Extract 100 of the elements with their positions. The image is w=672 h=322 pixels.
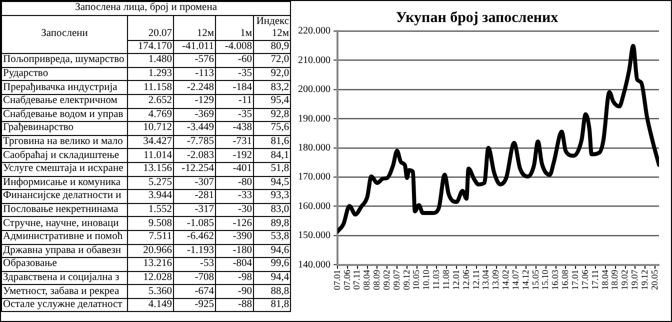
text: 88,8 [254, 284, 291, 298]
text: 1м [216, 15, 254, 40]
text: 83,0 [254, 203, 291, 217]
text: 13.216 [128, 258, 174, 272]
text: -674 [174, 284, 216, 298]
text: -192 [216, 148, 254, 162]
text: Финансијске делатности и [2, 190, 128, 204]
text: Запослена лица, број и промена [2, 2, 291, 16]
text: -184 [216, 80, 254, 94]
text: Образовање [2, 258, 128, 272]
x-tick-label: 10.10 [421, 269, 432, 290]
text: Услуге смештаја и исхране [2, 162, 128, 176]
text: 5.360 [128, 284, 174, 298]
x-tick-label: 12.11 [470, 270, 481, 290]
text: 80,9 [254, 40, 291, 54]
text: 95,4 [254, 94, 291, 108]
text: -281 [174, 190, 216, 204]
x-tick-label: 14.07 [510, 269, 520, 290]
text: 11.014 [128, 148, 174, 162]
text: -129 [174, 94, 216, 108]
text: 81,6 [254, 135, 291, 149]
text: -53 [174, 258, 216, 272]
x-tick-label: 16.08 [560, 269, 570, 290]
x-tick-label: 07.11 [352, 270, 362, 290]
x-tick-label: 08.04 [362, 269, 372, 290]
text: 3.944 [128, 190, 174, 204]
text: 72,0 [254, 54, 291, 68]
text: Запослени [2, 15, 128, 54]
text: 84,1 [254, 148, 291, 162]
x-tick-label: 17.11 [590, 270, 600, 290]
text: 12.028 [128, 271, 174, 285]
text: Административне и помоћ [2, 230, 128, 244]
text: -438 [216, 122, 254, 136]
text: 51,8 [254, 162, 291, 176]
text: Снабдевање водом и управ [2, 108, 128, 122]
text: Саобраћај и складиштење [2, 148, 128, 162]
text: Рударство [2, 67, 128, 81]
text: -1.085 [174, 216, 216, 230]
text: Пољопривреда, шумарство [2, 54, 128, 68]
text: -390 [216, 230, 254, 244]
text: Прерађивачка индустрија [2, 80, 128, 94]
text: -2.248 [174, 80, 216, 94]
x-tick-label: 11.08 [441, 269, 452, 290]
text: 1.293 [128, 67, 174, 81]
text: 10.712 [128, 122, 174, 136]
x-tick-label: 15.05 [530, 269, 540, 290]
text: -369 [174, 108, 216, 122]
x-tick-label: 07.06 [342, 269, 352, 290]
text: 53,8 [254, 230, 291, 244]
y-tick-label: 180.000 [298, 142, 330, 154]
text: 11.158 [128, 80, 174, 94]
text: -88 [216, 298, 254, 312]
text: -35 [216, 67, 254, 81]
text: -90 [216, 284, 254, 298]
text: -925 [174, 298, 216, 312]
x-tick-label: 19.02 [620, 270, 630, 290]
text: Стручне, научне, иноваци [2, 216, 128, 230]
x-tick-label: 18.09 [610, 269, 620, 290]
x-tick-label: 15.10 [540, 269, 550, 290]
text: 99,6 [254, 258, 291, 272]
text: -307 [174, 176, 216, 190]
text: Уметност, забава и рекреа [2, 284, 128, 298]
x-tick-label: 17.06 [580, 269, 590, 290]
y-tick-label: 220.000 [298, 26, 330, 37]
text: -4.008 [216, 40, 254, 54]
text: -35 [216, 108, 254, 122]
text: 94,5 [254, 176, 291, 190]
chart-title: Укупан број запослених [396, 10, 559, 26]
x-tick-label: 16.03 [550, 269, 560, 290]
text: -33 [216, 190, 254, 204]
text: Здравствена и социјална з [2, 271, 128, 285]
text: 94,6 [254, 244, 291, 258]
x-tick-label: 14.12 [520, 270, 530, 290]
text: -60 [216, 54, 254, 68]
text: -11 [216, 94, 254, 108]
y-tick-label: 200.000 [298, 84, 330, 96]
x-tick-label: 09.07 [391, 269, 402, 290]
x-tick-label: 19.07 [630, 269, 640, 290]
text: 34.427 [128, 135, 174, 149]
x-tick-label: 13.09 [490, 269, 501, 290]
text: -317 [174, 203, 216, 217]
text: -80 [216, 176, 254, 190]
text: -98 [216, 271, 254, 285]
x-tick-label: 19.12 [639, 270, 650, 290]
text: -113 [174, 67, 216, 81]
text: 20.07 [128, 15, 174, 40]
text: -1.193 [174, 244, 216, 258]
text: -708 [174, 271, 216, 285]
text: 7.511 [128, 230, 174, 244]
line-series [338, 44, 659, 234]
text: 4.149 [128, 298, 174, 312]
text: -576 [174, 54, 216, 68]
x-tick-label: 14.02 [500, 270, 511, 290]
x-tick-label: 13.04 [480, 269, 491, 290]
text: -180 [216, 244, 254, 258]
x-tick-label: 09.12 [401, 270, 412, 290]
text: 5.275 [128, 176, 174, 190]
text: 92,8 [254, 108, 291, 122]
x-tick-label: 10.05 [411, 269, 422, 290]
y-tick-label: 170.000 [298, 172, 330, 183]
